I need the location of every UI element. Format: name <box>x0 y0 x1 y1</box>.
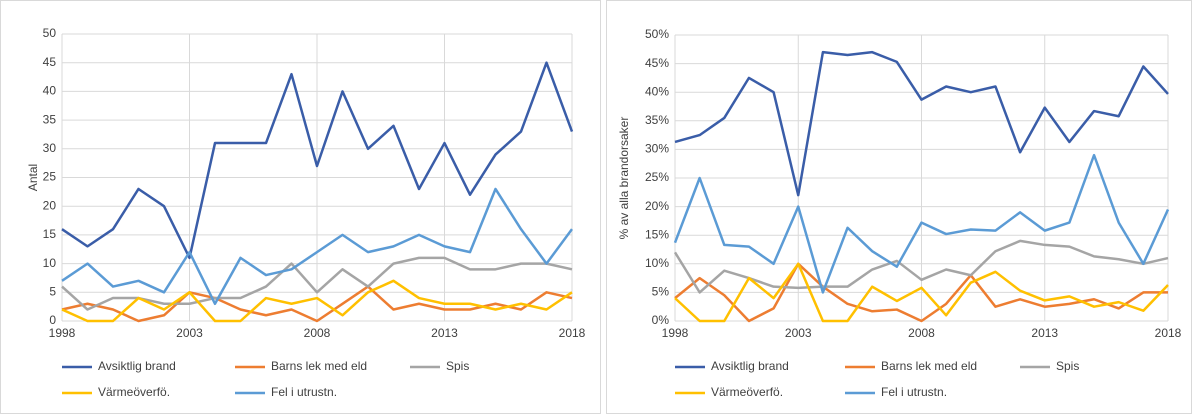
legend-label: Barns lek med eld <box>271 359 367 373</box>
legend-label: Spis <box>1056 359 1079 373</box>
y-tick-label: 15% <box>645 227 669 241</box>
y-tick-label: 20% <box>645 199 669 213</box>
y-tick-label: 30% <box>645 142 669 156</box>
legend-label: Avsiktlig brand <box>98 359 176 373</box>
y-tick-label: 30 <box>43 141 57 155</box>
series-line <box>61 61 574 260</box>
legend-label: Fel i utrustn. <box>881 385 947 399</box>
x-tick-label: 2013 <box>431 326 458 340</box>
y-tick-label: 0 <box>49 313 56 327</box>
y-tick-label: 50% <box>645 27 669 41</box>
legend-label: Avsiktlig brand <box>711 359 789 373</box>
y-tick-label: 10 <box>43 256 57 270</box>
series-line <box>673 153 1170 294</box>
y-tick-label: 15 <box>43 227 57 241</box>
series-line <box>673 239 1169 294</box>
series-line <box>61 285 573 323</box>
x-tick-label: 2013 <box>1031 326 1058 340</box>
y-tick-label: 40 <box>43 84 57 98</box>
series-line <box>674 262 1168 323</box>
x-tick-label: 2018 <box>1155 326 1182 340</box>
y-axis-label: % av alla brandorsaker <box>617 117 631 240</box>
legend-label: Spis <box>446 359 469 373</box>
series-line <box>61 187 574 306</box>
x-tick-label: 2003 <box>176 326 203 340</box>
series-line <box>674 262 1169 323</box>
legend-label: Värmeöverfö. <box>711 385 783 399</box>
y-tick-label: 20 <box>43 198 57 212</box>
y-tick-label: 25 <box>43 170 57 184</box>
x-tick-label: 1998 <box>49 326 76 340</box>
y-tick-label: 5% <box>652 285 670 299</box>
y-tick-label: 5 <box>49 284 56 298</box>
y-tick-label: 25% <box>645 170 669 184</box>
series-line <box>61 256 573 311</box>
x-tick-label: 1998 <box>662 326 689 340</box>
y-tick-label: 40% <box>645 84 669 98</box>
legend-label: Värmeöverfö. <box>98 385 170 399</box>
y-tick-label: 35 <box>43 112 57 126</box>
y-tick-label: 0% <box>652 313 670 327</box>
y-tick-label: 45% <box>645 56 669 70</box>
legend-label: Barns lek med eld <box>881 359 977 373</box>
series-line <box>674 50 1169 197</box>
y-tick-label: 45 <box>43 55 57 69</box>
x-tick-label: 2008 <box>908 326 935 340</box>
y-tick-label: 10% <box>645 256 669 270</box>
x-tick-label: 2008 <box>304 326 331 340</box>
series-line <box>61 279 573 323</box>
y-axis-label: Antal <box>26 164 40 191</box>
x-tick-label: 2018 <box>559 326 586 340</box>
y-tick-label: 50 <box>43 26 57 40</box>
x-tick-label: 2003 <box>785 326 812 340</box>
y-tick-label: 35% <box>645 113 669 127</box>
legend-label: Fel i utrustn. <box>271 385 337 399</box>
